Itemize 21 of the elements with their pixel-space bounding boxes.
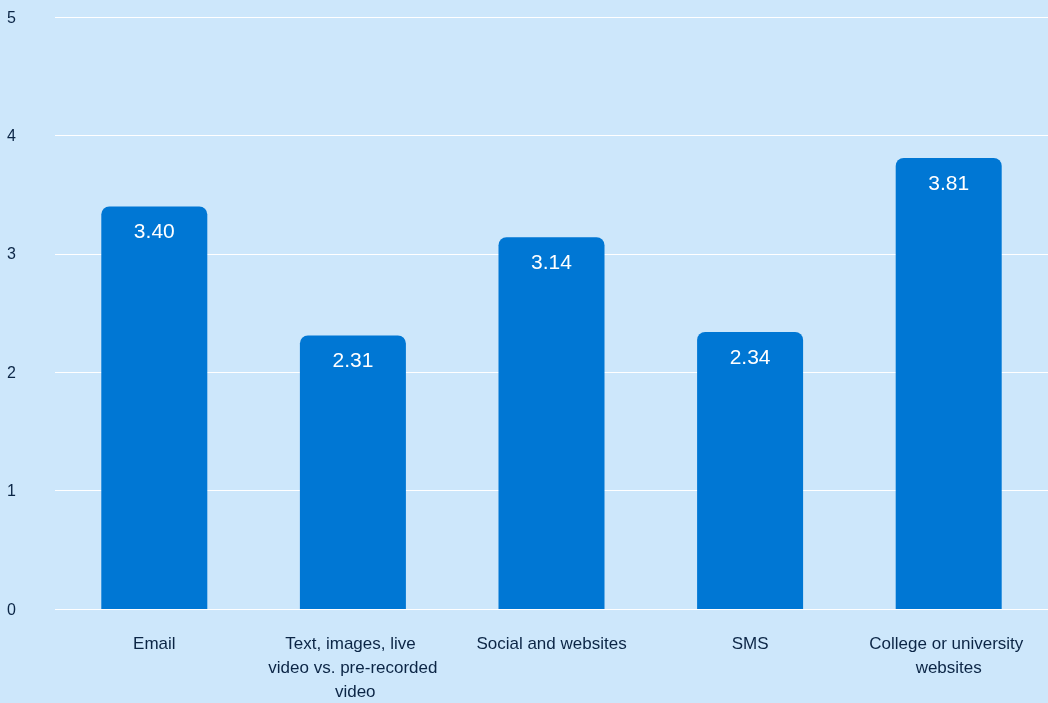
data-label: 3.40: [133, 219, 175, 243]
y-tick-label: 4: [7, 126, 16, 144]
x-tick-label: Social and websites: [476, 633, 627, 653]
bar: [895, 157, 1002, 609]
data-label: 2.34: [729, 344, 771, 368]
x-tick-label: College or university websites: [869, 633, 1029, 677]
data-label: 3.81: [928, 170, 970, 194]
bar: [697, 331, 804, 609]
x-tick-label: Text, images, live video vs. pre-recorded video: [268, 633, 438, 701]
data-label: 2.31: [332, 348, 374, 372]
y-tick-label: 3: [7, 245, 16, 263]
bar: [101, 206, 208, 609]
x-tick-label: SMS: [731, 633, 769, 653]
x-tick-label: Email: [133, 633, 176, 653]
y-tick-label: 5: [7, 8, 16, 26]
y-tick-label: 1: [7, 482, 16, 500]
bar: [498, 237, 605, 609]
bar: [299, 335, 406, 609]
data-label: 3.14: [531, 250, 573, 274]
y-tick-label: 2: [7, 363, 16, 381]
y-tick-label: 0: [7, 600, 16, 618]
